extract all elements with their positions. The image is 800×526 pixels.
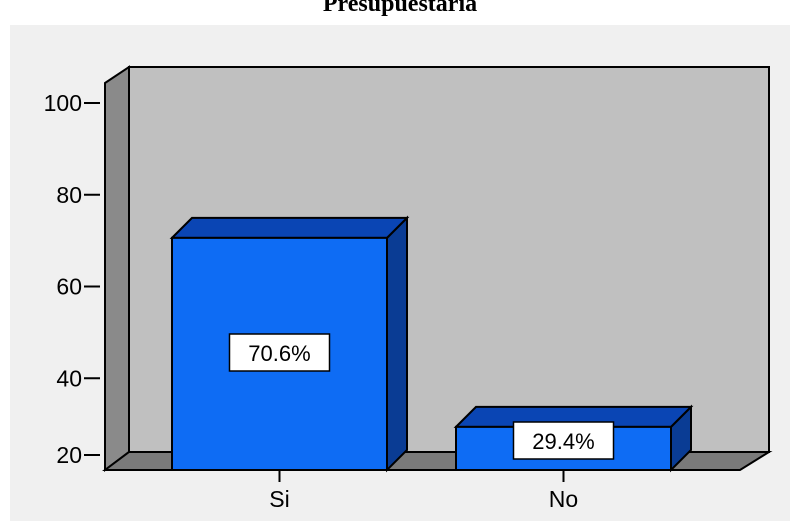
y-axis: 20 40 60 80 100 — [44, 90, 100, 468]
y-tick-label: 20 — [56, 442, 82, 468]
plot-left-wall — [104, 65, 130, 472]
bar-no: 29.4% — [453, 404, 694, 473]
y-tick-label: 60 — [56, 274, 82, 300]
bar-si: 70.6% — [169, 215, 410, 473]
x-axis: Si No — [269, 470, 578, 512]
data-label: 70.6% — [248, 341, 310, 366]
y-tick-label: 100 — [44, 90, 82, 116]
y-tick-label: 80 — [56, 182, 82, 208]
data-label-box — [512, 421, 615, 460]
x-tick-label: No — [549, 486, 578, 512]
bar-side-face — [386, 215, 408, 473]
bar-top-face — [169, 216, 410, 239]
bars: 70.6% 29.4% — [169, 215, 694, 473]
chart-title: Presupuestaria — [322, 0, 478, 17]
data-label: 29.4% — [532, 429, 594, 454]
y-tick-label: 40 — [56, 365, 82, 391]
x-tick-label: Si — [269, 486, 289, 512]
data-label-box — [228, 333, 331, 372]
